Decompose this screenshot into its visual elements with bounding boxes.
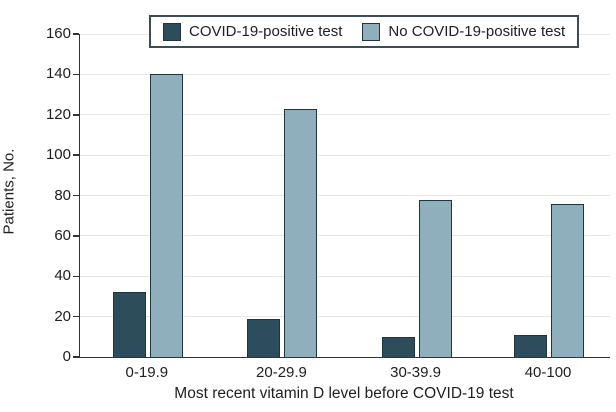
x-tick-label: 40-100 xyxy=(524,364,572,381)
bar-negative-30-39.9 xyxy=(418,199,452,357)
y-tick-label: 40 xyxy=(54,267,71,285)
x-axis-title: Most recent vitamin D level before COVID… xyxy=(174,385,514,402)
bar-group-30-39.9 xyxy=(381,34,452,357)
gridline-140 xyxy=(80,73,610,75)
chart-legend: COVID-19-positive test No COVID-19-posit… xyxy=(149,15,580,48)
y-tick-label: 120 xyxy=(45,105,71,123)
y-tick-mark xyxy=(73,275,79,277)
bar-negative-0-19.9 xyxy=(149,74,183,357)
plot-area xyxy=(79,33,610,358)
y-tick-mark xyxy=(73,194,79,197)
y-tick-label: 140 xyxy=(45,65,71,83)
y-tick-mark xyxy=(73,315,79,318)
legend-swatch-negative-icon xyxy=(362,22,381,41)
y-tick-mark xyxy=(73,33,79,35)
bar-negative-20-29.9 xyxy=(284,108,318,357)
bar-negative-40-100 xyxy=(551,203,585,357)
gridline-20 xyxy=(80,316,610,318)
gridline-100 xyxy=(80,154,610,156)
y-tick-label: 0 xyxy=(62,348,71,365)
bar-positive-30-39.9 xyxy=(381,336,415,357)
legend-label-positive: COVID-19-positive test xyxy=(189,23,343,40)
gridline-40 xyxy=(80,275,610,277)
bar-group-0-19.9 xyxy=(112,34,183,357)
x-tick-label: 0-19.9 xyxy=(125,364,169,381)
bar-group-20-29.9 xyxy=(247,34,318,357)
legend-item-negative: No COVID-19-positive test xyxy=(362,22,566,41)
legend-swatch-positive-icon xyxy=(163,22,181,41)
y-tick-mark xyxy=(73,114,79,116)
y-tick-mark xyxy=(73,356,79,358)
bar-positive-40-100 xyxy=(514,334,548,357)
bar-group-40-100 xyxy=(514,34,585,357)
y-tick-label: 80 xyxy=(54,186,71,204)
y-tick-mark xyxy=(73,235,79,237)
gridline-80 xyxy=(80,195,610,196)
y-tick-mark xyxy=(73,73,79,76)
y-tick-label: 100 xyxy=(45,146,71,164)
legend-label-negative: No COVID-19-positive test xyxy=(388,23,566,40)
y-tick-label: 60 xyxy=(54,226,71,244)
bar-positive-0-19.9 xyxy=(112,292,146,357)
legend-item-positive: COVID-19-positive test xyxy=(163,22,343,41)
x-tick-label: 30-39.9 xyxy=(390,364,441,381)
y-tick-label: 160 xyxy=(45,25,71,42)
y-tick-mark xyxy=(73,154,79,156)
gridline-60 xyxy=(80,235,610,237)
x-tick-label: 20-29.9 xyxy=(256,364,307,381)
bar-positive-20-29.9 xyxy=(247,318,281,357)
y-axis-title: Patients, No. xyxy=(0,148,18,235)
gridline-120 xyxy=(80,114,610,116)
y-tick-label: 20 xyxy=(54,307,71,325)
